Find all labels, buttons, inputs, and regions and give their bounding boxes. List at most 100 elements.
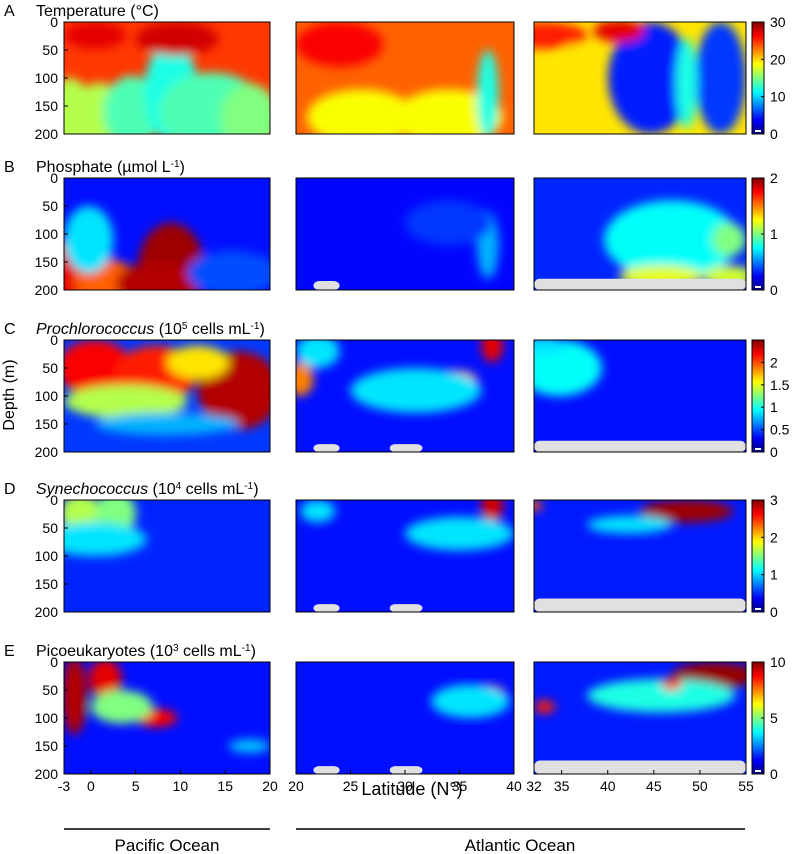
heatmap-field: [64, 22, 270, 134]
colorbar-tick-label: 3: [770, 492, 778, 508]
panel-title-part: -1: [171, 159, 180, 170]
heatmap-cell: [296, 22, 384, 67]
heatmap-cell: [431, 684, 510, 718]
no-data-mask: [389, 444, 423, 452]
y-tick-label: 50: [42, 42, 58, 58]
colorbar-tick-label: 10: [770, 654, 786, 670]
heatmap-subpanel: [533, 499, 747, 613]
x-tick-label: 35: [554, 778, 570, 794]
heatmap-blobs: [405, 200, 499, 279]
colorbar-tick-label: 0: [770, 444, 778, 460]
y-tick-label: 100: [35, 388, 59, 404]
heatmap-cell: [296, 340, 340, 368]
panel-letter: E: [4, 643, 15, 660]
heatmap-blobs: [64, 662, 270, 753]
heatmap-subpanel: [63, 499, 271, 613]
heatmap-field: [534, 500, 746, 612]
heatmap-cell: [94, 412, 240, 436]
y-tick-label: 200: [35, 766, 59, 782]
panel-title-part: Phosphate (µmol L: [36, 159, 171, 176]
heatmap-frame: [533, 177, 747, 291]
heatmap-cell: [481, 500, 504, 523]
heatmap-subpanel: [63, 177, 271, 291]
colorbar-tick-label: 20: [770, 51, 786, 67]
heatmap-cell: [64, 22, 126, 49]
colorbar-tick-label: 10: [770, 89, 786, 105]
heatmap-frame: [533, 21, 747, 135]
heatmap-frame: [295, 21, 515, 135]
y-tick-label: 200: [35, 444, 59, 460]
panel-letter: C: [4, 321, 16, 338]
colorbar: 0 5 10: [751, 654, 786, 782]
panel-title-part: ): [251, 643, 256, 660]
heatmap-cell: [587, 515, 672, 534]
heatmap-cell: [90, 690, 153, 724]
panel-title-part: Prochlorococcus: [36, 321, 154, 338]
y-tick-label: 150: [35, 254, 59, 270]
y-tick-label: 0: [50, 170, 58, 186]
x-tick-label: 5: [132, 778, 140, 794]
heatmap-blobs: [534, 340, 602, 396]
heatmap-cell: [64, 340, 132, 396]
heatmap-cell: [88, 662, 122, 699]
no-data-mask: [389, 766, 423, 774]
colorbar-tick-label: 1: [770, 226, 778, 242]
atlantic-ocean-label: Atlantic Ocean: [465, 836, 576, 854]
panel-title-part: ): [253, 481, 258, 498]
y-tick-label: 200: [35, 282, 59, 298]
heatmap-field: [296, 662, 514, 774]
y-tick-label: 150: [35, 738, 59, 754]
heatmap-cell: [306, 89, 416, 134]
heatmap-frame: [533, 661, 747, 775]
panel-c: C Prochlorococcus (105 cells mL-1) 0 50 100 1…: [4, 321, 790, 461]
heatmap-background: [296, 662, 514, 774]
colorbar-gradient: [751, 339, 765, 453]
panel-title-part: ): [180, 159, 185, 176]
panel-title-part: -1: [251, 321, 260, 332]
panel-title-part: (10: [154, 321, 182, 338]
colorbar-tick-label: 1.5: [770, 377, 790, 393]
heatmap-field: [534, 22, 746, 134]
y-tick-label: 0: [50, 654, 58, 670]
heatmap-subpanel: 32 35 40 45 50 55: [526, 661, 754, 794]
y-tick-label: 100: [35, 70, 59, 86]
heatmap-blobs: [534, 500, 734, 534]
heatmap-blobs: [64, 500, 147, 556]
panel-letter: B: [4, 159, 15, 176]
heatmap-cell: [115, 262, 198, 290]
heatmap-cell: [64, 206, 114, 274]
x-tick-label: 30: [397, 778, 413, 794]
heatmap-cell: [603, 200, 740, 279]
panel-title: Prochlorococcus (105 cells mL-1): [36, 321, 265, 339]
heatmap-field: [64, 500, 270, 612]
heatmap-cell: [136, 22, 219, 56]
panel-title: Synechococcus (104 cells mL-1): [36, 481, 259, 499]
x-tick-label: 45: [646, 778, 662, 794]
y-tick-label: 50: [42, 360, 58, 376]
heatmap-subpanel: -3 0 5 10 15 20: [58, 661, 278, 794]
x-tick-label: 10: [173, 778, 189, 794]
panel-title-part: ): [259, 321, 264, 338]
heatmap-blobs: [296, 22, 504, 134]
heatmap-cell: [296, 362, 314, 396]
x-tick-label: 50: [692, 778, 708, 794]
heatmap-cell: [534, 22, 587, 49]
heatmap-cell: [405, 516, 514, 551]
colorbar: 0 10 20 30: [751, 14, 786, 142]
heatmap-cell: [587, 678, 736, 713]
panel-title-part: cells mL: [179, 643, 242, 660]
heatmap-blobs: [64, 22, 270, 134]
colorbar-tick-label: 0: [770, 282, 778, 298]
panel-title-part: Picoeukaryotes (10: [36, 643, 173, 660]
y-tick-label: 50: [42, 520, 58, 536]
heatmap-cell: [534, 340, 566, 355]
colorbar-tick-label: 5: [770, 710, 778, 726]
heatmap-cell: [555, 44, 590, 123]
heatmap-cell: [228, 739, 270, 753]
heatmap-subpanel: [295, 21, 515, 135]
no-data-mask: [313, 444, 340, 452]
no-data-mask: [313, 766, 340, 774]
colorbar: 0 0.5 1 1.5 2: [751, 339, 790, 460]
panel-title-part: 3: [173, 643, 179, 654]
